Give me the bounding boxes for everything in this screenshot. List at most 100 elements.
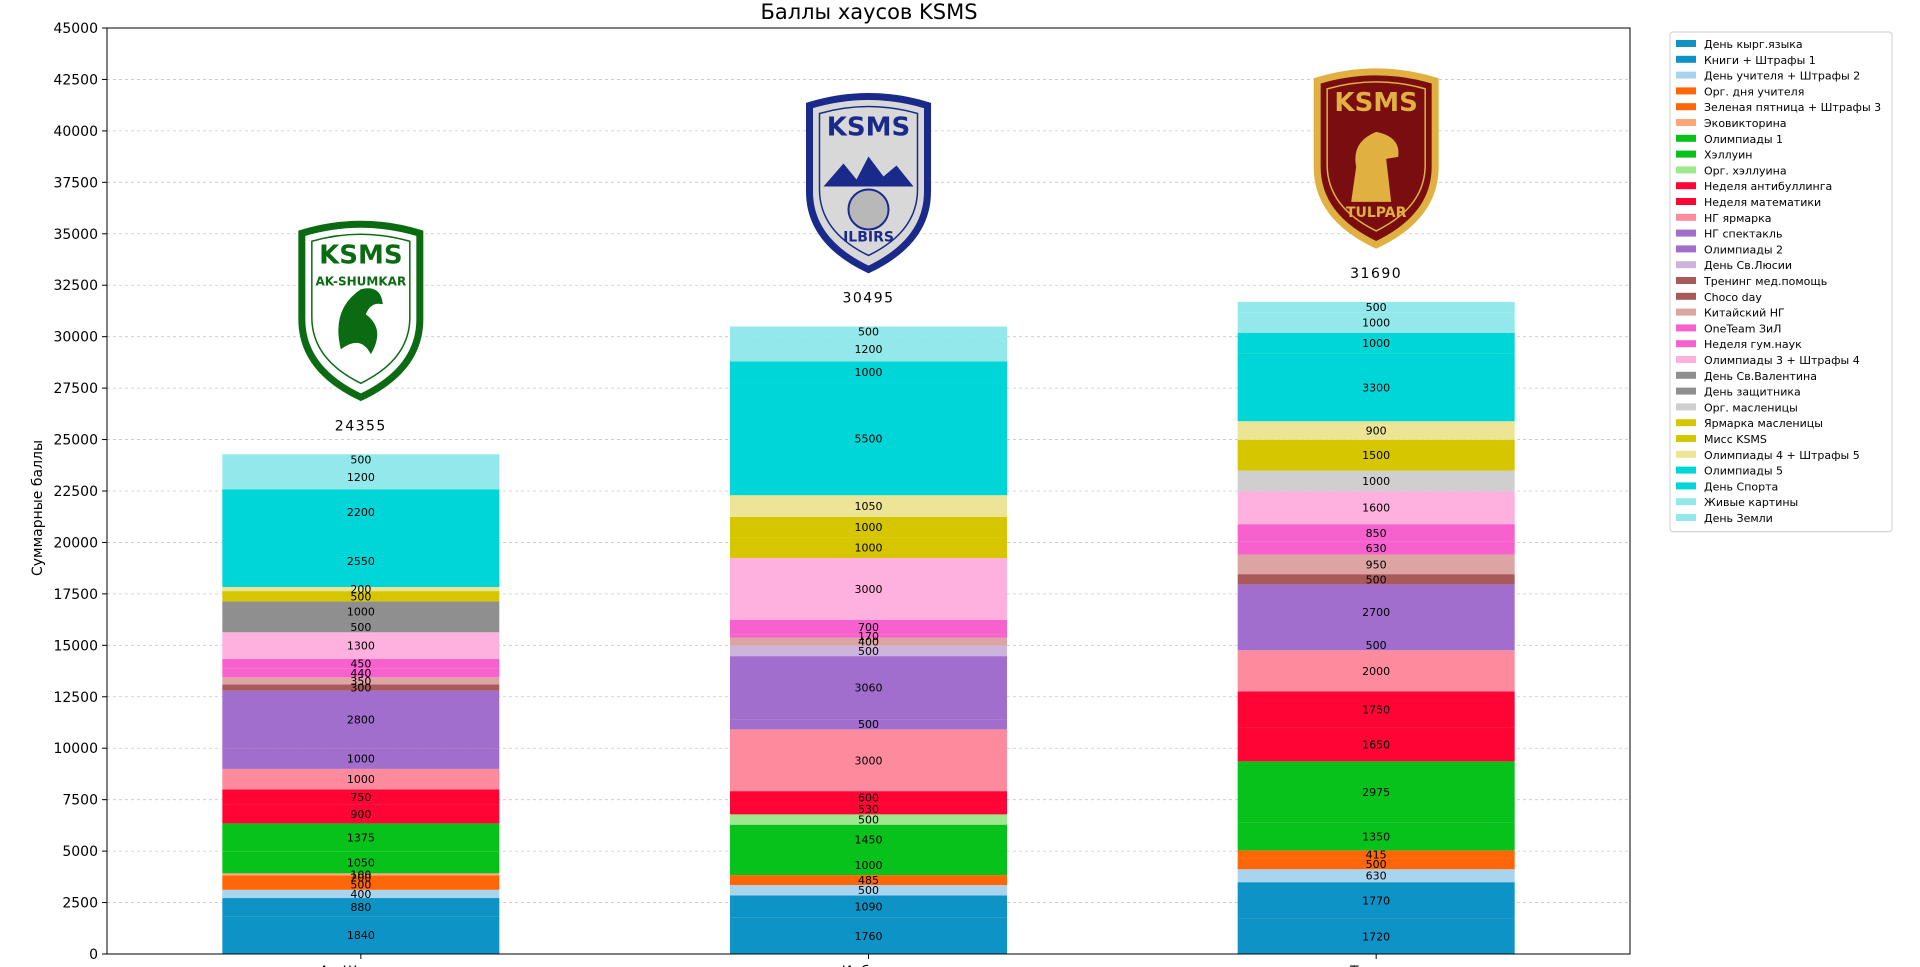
house-logos: KSMS AK-SHUMKAR KSMS ILBIRS KSMS TULPAR	[298, 68, 1439, 402]
legend-swatch	[1676, 419, 1696, 427]
bar-segment	[730, 719, 1007, 730]
y-tick-label: 5000	[62, 844, 98, 860]
legend-label: Зеленая пятница + Штрафы 3	[1704, 101, 1881, 114]
bar-segment	[1237, 524, 1515, 542]
segment-value-label: 1000	[855, 521, 883, 534]
bar-segment	[730, 619, 1007, 635]
bar-segment	[222, 684, 500, 691]
bar-segment	[222, 632, 500, 660]
segment-value-label: 2200	[347, 506, 375, 519]
legend-label: Неделя математики	[1704, 196, 1821, 209]
segment-value-label: 500	[858, 884, 879, 897]
segment-value-label: 500	[350, 621, 371, 634]
segment-value-label: 500	[858, 718, 879, 731]
segment-value-label: 3000	[855, 583, 883, 596]
bar-segment	[1237, 421, 1515, 440]
legend-swatch	[1676, 182, 1696, 190]
segment-value-label: 1375	[347, 832, 375, 845]
legend-label: Choco day	[1704, 291, 1762, 304]
bar-segment	[222, 677, 500, 685]
bar-segment	[222, 873, 500, 876]
bar-segment	[222, 851, 500, 874]
mountain-shape	[823, 156, 914, 187]
bar-segment	[1237, 491, 1515, 525]
segment-value-label: 200	[350, 871, 371, 884]
legend-swatch	[1676, 150, 1696, 158]
legend-swatch	[1676, 55, 1696, 63]
bar-segment	[1237, 301, 1515, 313]
bar-segment	[730, 824, 1007, 855]
shield-inner-border	[311, 233, 411, 385]
segment-value-label: 600	[858, 791, 879, 804]
segment-value-label: 1760	[855, 930, 883, 943]
segment-value-label: 1000	[855, 859, 883, 872]
y-tick-label: 20000	[53, 535, 98, 551]
horse-shape	[1351, 131, 1399, 202]
bar-segment	[730, 495, 1007, 517]
segment-value-label: 1650	[1362, 738, 1390, 751]
segment-value-label: 350	[350, 675, 371, 688]
bar-segment	[222, 875, 500, 880]
segment-value-label: 415	[1366, 849, 1387, 862]
segment-value-label: 1600	[1362, 502, 1390, 515]
legend-swatch	[1676, 229, 1696, 237]
legend-box	[1669, 31, 1893, 533]
segment-value-label: 530	[858, 803, 879, 816]
segment-value-label: 500	[858, 814, 879, 827]
legend-label: Тренинг мед.помощь	[1703, 275, 1827, 288]
segment-value-label: 3060	[855, 682, 883, 695]
segment-value-label: 440	[350, 667, 371, 680]
segment-value-label: 2700	[1362, 606, 1390, 619]
segment-value-label: 1350	[1362, 831, 1390, 844]
segment-value-label: 500	[858, 645, 879, 658]
segment-value-label: 1200	[855, 343, 883, 356]
bar-segment	[730, 336, 1007, 362]
legend-swatch	[1676, 213, 1696, 221]
total-label: 30495	[842, 290, 894, 306]
segment-value-label: 2550	[347, 555, 375, 568]
segment-value-label: 500	[350, 590, 371, 603]
segment-value-label: 1300	[347, 640, 375, 653]
segment-value-label: 900	[1366, 425, 1387, 438]
logo-subtitle: TULPAR	[1346, 205, 1407, 221]
segment-value-label: 1840	[347, 929, 375, 942]
bar-segment	[1237, 858, 1515, 870]
segment-value-label: 1000	[347, 606, 375, 619]
segment-value-label: 500	[1366, 573, 1387, 586]
bar-segment	[1237, 869, 1515, 883]
segment-value-label: 1000	[347, 753, 375, 766]
segment-value-label: 900	[350, 808, 371, 821]
bar-segment	[730, 637, 1007, 646]
segment-value-label: 1720	[1362, 930, 1390, 943]
snow-leopard-icon	[823, 156, 914, 231]
legend-label: День Спорта	[1704, 480, 1778, 493]
legend-label: День Св.Валентина	[1704, 370, 1817, 383]
logo-subtitle: AK-SHUMKAR	[315, 274, 406, 288]
segment-value-label: 950	[1366, 558, 1387, 571]
bar-segment	[222, 454, 500, 465]
segment-value-label: 630	[1366, 542, 1387, 555]
chart-title: Баллы хаусов KSMS	[760, 0, 977, 24]
bar-segment	[1237, 650, 1515, 692]
bar-segment	[222, 690, 500, 749]
segment-labels: 1840880400500200100105013759007501000100…	[347, 301, 1390, 943]
falcon-shape	[338, 288, 383, 355]
y-axis-label: Суммарные баллы	[30, 440, 46, 576]
bar-segment	[222, 464, 500, 490]
bar-segment	[1237, 439, 1515, 471]
y-tick-label: 12500	[53, 690, 98, 706]
bar-segment	[730, 634, 1007, 638]
bar-segment	[730, 326, 1007, 337]
y-tick-label: 27500	[53, 381, 98, 397]
legend-swatch	[1676, 198, 1696, 205]
y-tick-label: 32500	[53, 278, 98, 294]
bar-segment	[1237, 353, 1515, 422]
legend-swatch	[1676, 87, 1696, 95]
bar-segment	[1237, 850, 1515, 859]
segment-value-label: 2800	[347, 714, 375, 727]
bar-segment	[730, 854, 1007, 876]
segment-value-label: 200	[350, 583, 371, 596]
legend-swatch	[1676, 371, 1696, 379]
bar-segment	[1237, 882, 1515, 919]
legend-swatch	[1676, 166, 1696, 174]
